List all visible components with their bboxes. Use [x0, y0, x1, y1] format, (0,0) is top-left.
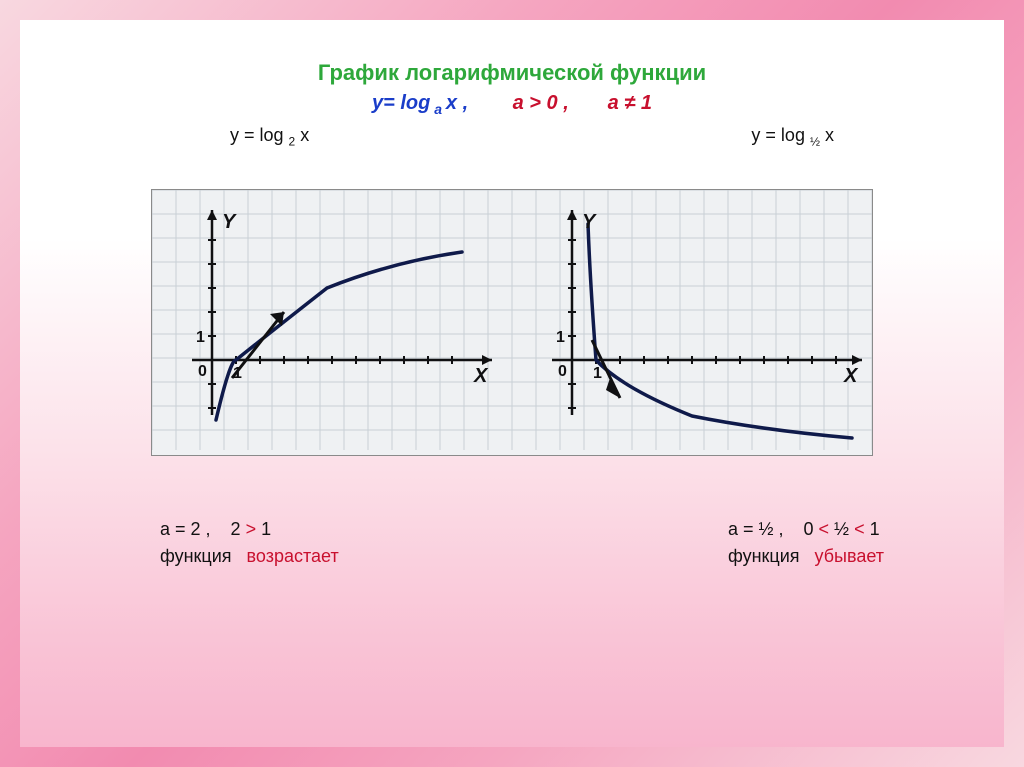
br-2b: убывает — [815, 546, 884, 566]
bl-1a: a = 2 , — [160, 519, 211, 539]
bottom-left-line1: a = 2 , 2 > 1 — [160, 516, 339, 543]
slide-subtitle: y= log a x , a > 0 , a ≠ 1 — [50, 92, 974, 117]
formula-x: x , — [446, 92, 468, 114]
condition-2: a ≠ 1 — [608, 92, 652, 114]
svg-text:X: X — [473, 365, 489, 387]
bl-1op: > — [246, 519, 262, 539]
slide-title: График логарифмической функции — [50, 60, 974, 86]
graph-container: Y X 0 1 1 Y X 0 1 1 — [151, 189, 873, 456]
bottom-left-line2: функция возрастает — [160, 543, 339, 570]
br-1a: a = ½ , — [728, 519, 784, 539]
svg-text:0: 0 — [558, 363, 567, 380]
bottom-right-line1: a = ½ , 0 < ½ < 1 — [728, 516, 884, 543]
left-label-pre: y = log — [230, 125, 289, 145]
br-1b: 1 — [870, 519, 880, 539]
right-graph-label: y = log ½ x — [751, 125, 834, 149]
svg-text:0: 0 — [198, 363, 207, 380]
formula-sub: a — [430, 101, 446, 117]
graphs-row: Y X 0 1 1 Y X 0 1 1 — [50, 189, 974, 456]
svg-text:1: 1 — [593, 365, 602, 382]
left-graph-label: y = log 2 x — [230, 125, 309, 149]
bottom-right: a = ½ , 0 < ½ < 1 функция убывает — [728, 516, 884, 570]
bl-2a: функция — [160, 546, 247, 566]
left-label-post: x — [295, 125, 309, 145]
graphs-svg: Y X 0 1 1 Y X 0 1 1 — [152, 190, 872, 450]
bl-1b: 1 — [261, 519, 271, 539]
svg-text:1: 1 — [556, 329, 565, 346]
bottom-left: a = 2 , 2 > 1 функция возрастает — [160, 516, 339, 570]
sub-labels-row: y = log 2 x y = log ½ x — [50, 125, 974, 149]
svg-text:X: X — [843, 365, 859, 387]
br-1op2: < — [854, 519, 870, 539]
svg-text:1: 1 — [196, 329, 205, 346]
bottom-right-line2: функция убывает — [728, 543, 884, 570]
slide: График логарифмической функции y= log a … — [20, 20, 1004, 747]
right-label-sub: ½ — [810, 135, 820, 149]
right-label-pre: y = log — [751, 125, 810, 145]
formula-prefix: y= log — [372, 92, 430, 114]
svg-text:1: 1 — [233, 365, 242, 382]
right-label-post: x — [820, 125, 834, 145]
bl-2b: возрастает — [247, 546, 339, 566]
bl-1gap: 2 — [211, 519, 246, 539]
svg-text:Y: Y — [582, 211, 597, 233]
br-2a: функция — [728, 546, 815, 566]
br-1mid: ½ — [834, 519, 854, 539]
svg-text:Y: Y — [222, 211, 237, 233]
br-1gap: 0 — [784, 519, 819, 539]
condition-1: a > 0 , — [513, 92, 569, 114]
br-1op: < — [819, 519, 835, 539]
bottom-row: a = 2 , 2 > 1 функция возрастает a = ½ ,… — [50, 516, 974, 570]
